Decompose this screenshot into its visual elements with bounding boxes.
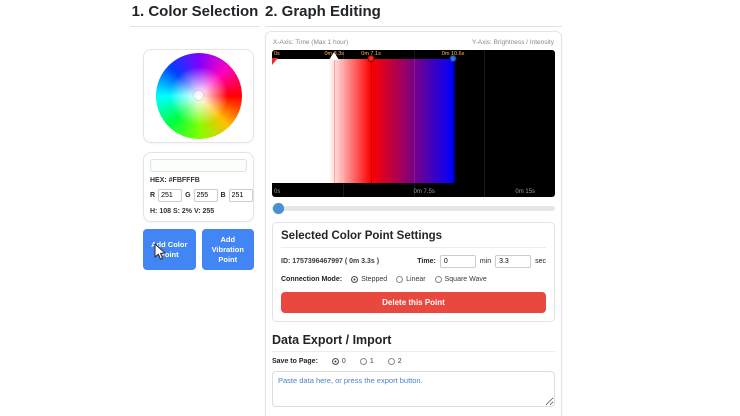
data-export-import-heading: Data Export / Import [272,333,555,352]
mode-option-label: Square Wave [444,276,487,283]
hex-value-label: HEX: #FBFFFB [150,177,200,184]
page-option-0[interactable]: 0 [331,358,346,365]
radio-icon[interactable] [396,276,404,283]
point-time-label: 0m 7.1s [361,51,381,57]
add-color-point-button[interactable]: Add Color Point [143,229,196,271]
graph-card: X-Axis: Time (Max 1 hour) Y-Axis: Bright… [265,31,562,416]
mode-option-stepped[interactable]: Stepped [351,276,387,283]
save-to-page-label: Save to Page: [272,358,318,365]
b-label: B [220,192,226,199]
x-tick-label: 0s [274,189,281,195]
point-time-label: 0s [274,51,280,57]
delete-point-button[interactable]: Delete this Point [281,292,546,313]
x-axis-label: X-Axis: Time (Max 1 hour) [273,39,349,46]
point-id-label: ID: 1757396467997 ( 0m 3.3s ) [281,258,380,265]
g-label: G [185,192,191,199]
selected-point-marker[interactable] [329,52,340,60]
x-tick-label: 0m 7.5s [413,189,435,195]
graph-editing-panel: 2. Graph Editing X-Axis: Time (Max 1 hou… [265,0,562,416]
timeline-scrollbar[interactable] [272,203,555,214]
page-option-2[interactable]: 2 [387,358,402,365]
b-input[interactable] [228,189,253,202]
mode-option-linear[interactable]: Linear [396,276,426,283]
timeline-handle[interactable] [273,203,284,214]
timeline-track[interactable] [272,206,555,211]
r-label: R [150,192,156,199]
connection-mode-row: Connection Mode: Stepped Linear Square W… [281,276,546,283]
g-input[interactable] [193,189,218,202]
color-preview-swatch [150,159,247,172]
hsv-value-label: H: 108 S: 2% V: 255 [150,208,215,215]
color-selection-title: 1. Color Selection [130,0,260,27]
radio-icon[interactable] [387,358,395,365]
time-input-group: Time: min sec [417,255,546,268]
page-option-label: 0 [341,358,346,365]
page-option-label: 2 [397,358,402,365]
add-buttons-row: Add Color Point Add Vibration Point [143,229,254,271]
page-option-label: 1 [369,358,374,365]
rgb-inputs-row: R G B [150,189,253,202]
point-line-selected [334,59,336,183]
connection-mode-label: Connection Mode: [281,276,343,283]
minutes-input[interactable] [439,255,476,268]
mode-option-square-wave[interactable]: Square Wave [434,276,487,283]
id-time-row: ID: 1757396467997 ( 0m 3.3s ) Time: min … [281,255,546,268]
point-time-label: 0m 10.6s [441,51,465,57]
mode-option-label: Linear [406,276,426,283]
color-values-card: HEX: #FBFFFB R G B H: 108 S: 2% V: 255 [143,152,254,222]
radio-icon[interactable] [351,276,359,283]
save-to-page-row: Save to Page: 0 1 2 [272,358,555,365]
gridline [413,50,415,197]
point-line-blue [453,59,455,183]
start-point-marker[interactable] [272,58,278,65]
add-vibration-point-button[interactable]: Add Vibration Point [201,229,254,271]
time-label: Time: [417,258,436,265]
color-wheel-card [143,49,254,143]
color-point-marker-blue[interactable] [449,55,457,62]
mode-option-label: Stepped [361,276,388,283]
color-wheel-cursor[interactable] [193,91,203,100]
min-unit-label: min [479,258,492,265]
y-axis-label: Y-Axis: Brightness / Intensity [471,39,554,46]
settings-heading: Selected Color Point Settings [281,230,546,248]
brightness-gradient-band [272,59,555,183]
color-selection-panel: 1. Color Selection HEX: #FBFFFB R G B H:… [130,0,260,271]
gridline [342,50,344,197]
radio-icon[interactable] [434,276,442,283]
page-option-1[interactable]: 1 [359,358,374,365]
axis-labels-row: X-Axis: Time (Max 1 hour) Y-Axis: Bright… [273,39,554,46]
data-import-textarea[interactable] [272,371,555,407]
seconds-input[interactable] [495,255,532,268]
gridline [484,50,486,197]
point-line-red [371,59,373,183]
sec-unit-label: sec [535,258,546,265]
color-wheel[interactable] [155,53,242,139]
color-point-marker-red[interactable] [367,55,375,62]
graph-canvas[interactable]: 0s 0m 3.3s 0m 7.1s 0m 10.6s 0s 0m 7.5s 0… [272,50,555,197]
selected-point-settings: Selected Color Point Settings ID: 175739… [272,222,555,322]
x-tick-label: 0m 15s [515,189,536,195]
r-input[interactable] [158,189,183,202]
radio-icon[interactable] [359,358,367,365]
graph-editing-title: 2. Graph Editing [265,0,562,27]
radio-icon[interactable] [331,358,339,365]
